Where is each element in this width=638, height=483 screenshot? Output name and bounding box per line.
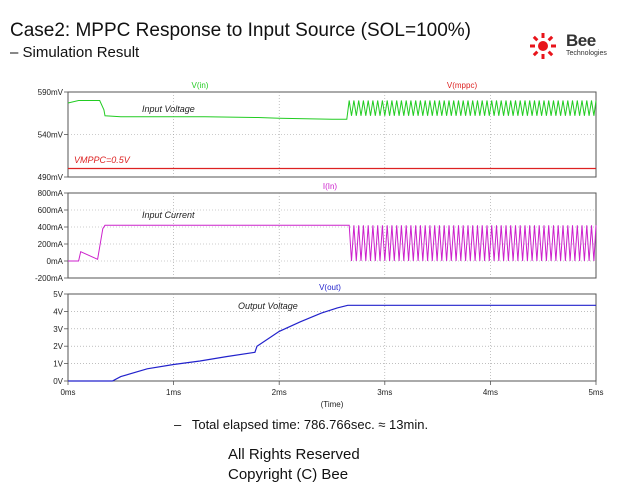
- y-tick-label: 590mV: [38, 88, 64, 97]
- simulation-plot: 590mV 540mV 490mV V(in) V(mppc) Input Voltage…: [35, 81, 604, 409]
- series-line-iin: [68, 224, 597, 262]
- rights-text: All Rights Reserved: [228, 446, 360, 463]
- plot-frame: [67, 293, 597, 382]
- series-line-vout: [68, 304, 596, 382]
- x-tick-label: 3ms: [377, 388, 392, 397]
- y-tick-label: 800mA: [38, 189, 64, 198]
- x-tick-label: 0ms: [60, 388, 75, 397]
- bee-logo-icon: [530, 33, 556, 59]
- y-tick-label: 0mA: [47, 257, 64, 266]
- reference-label: VMPPC=0.5V: [74, 155, 131, 165]
- page-title: Case2: MPPC Response to Input Source (SO…: [10, 20, 471, 41]
- elapsed-time-line: – Total elapsed time: 786.766sec. ≈ 13mi…: [174, 417, 428, 432]
- y-tick-label: 4V: [53, 307, 63, 316]
- annotation-label: Output Voltage: [238, 301, 298, 311]
- annotation-label: Input Voltage: [142, 104, 195, 114]
- plot-frame: [67, 192, 597, 279]
- legend-entry: V(mppc): [447, 81, 478, 90]
- y-tick-label: 400mA: [38, 223, 64, 232]
- y-tick-label: 2V: [53, 342, 63, 351]
- annotation-label: Input Current: [142, 210, 195, 220]
- legend-entry: V(in): [192, 81, 209, 90]
- legend-entry: V(out): [319, 283, 341, 292]
- y-tick-label: 3V: [53, 325, 63, 334]
- bullet-dash: –: [174, 417, 182, 432]
- page-subtitle: – Simulation Result: [10, 44, 140, 61]
- y-tick-label: 490mV: [38, 173, 64, 182]
- series-line-vin: [67, 100, 597, 120]
- x-tick-label: 4ms: [483, 388, 498, 397]
- y-tick-label: 200mA: [38, 240, 64, 249]
- x-tick-label: 2ms: [272, 388, 287, 397]
- x-tick-label: 1ms: [166, 388, 181, 397]
- y-tick-label: 5V: [53, 290, 63, 299]
- x-tick-label: 5ms: [588, 388, 603, 397]
- legend-entry: I(In): [323, 182, 338, 191]
- logo-word: Bee: [566, 31, 596, 50]
- logo-tagline: Technologies: [566, 50, 607, 57]
- y-tick-label: 0V: [53, 377, 63, 386]
- x-axis-label: (Time): [321, 400, 344, 409]
- copyright-text: Copyright (C) Bee: [228, 466, 349, 483]
- elapsed-time-text: Total elapsed time: 786.766sec. ≈ 13min.: [191, 417, 429, 432]
- y-tick-label: 1V: [53, 360, 63, 369]
- y-tick-label: 600mA: [38, 206, 64, 215]
- y-tick-label: 540mV: [38, 131, 64, 140]
- y-tick-label: -200mA: [35, 274, 64, 283]
